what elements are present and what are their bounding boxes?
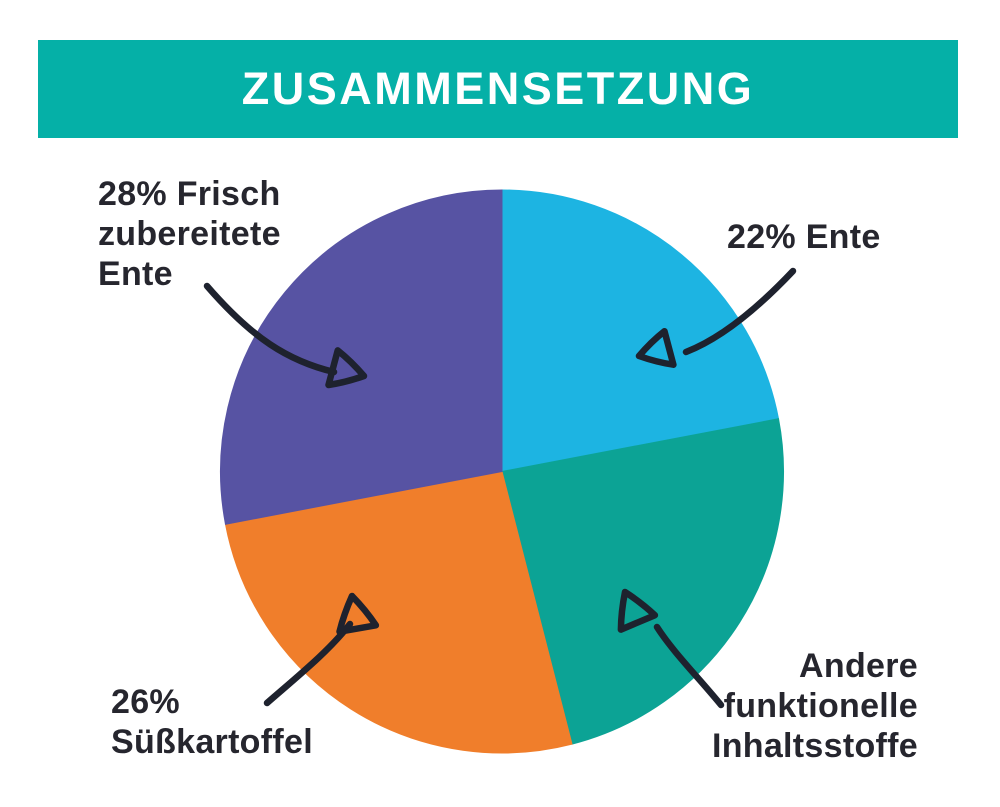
arrow-andere-funktionelle-inhaltsstoffe-head: [617, 588, 659, 633]
arrow-ente: [635, 267, 797, 368]
page-title: ZUSAMMENSETZUNG: [241, 63, 755, 114]
arrow-frisch-zubereitete-ente: [203, 282, 368, 389]
pie-slice-andere-inhaltsstoffe: [501, 418, 784, 745]
arrow-suesskartoffel: [263, 592, 380, 707]
arrow-ente-tail: [682, 267, 797, 356]
arrow-frisch-zubereitete-ente-tail: [203, 282, 338, 376]
pie-slice-ente: [501, 189, 780, 473]
arrow-ente-head: [635, 327, 677, 368]
arrow-frisch-zubereitete-ente-head: [325, 347, 368, 389]
arrow-andere-funktionelle-inhaltsstoffe-tail: [653, 623, 725, 709]
label-andere-funktionelle-inhaltsstoffe: Andere funktionelle Inhaltsstoffe: [711, 647, 918, 765]
label-ente: 22% Ente: [727, 218, 881, 256]
pie-slice-suesskartoffel: [224, 470, 573, 754]
arrow-suesskartoffel-head: [336, 592, 380, 635]
label-suesskartoffel: 26% Süßkartoffel: [111, 683, 313, 761]
label-frisch-zubereitete-ente: 28% Frisch zubereitete Ente: [98, 175, 281, 293]
pie-slice-frisch-zubereitete-ente: [220, 189, 503, 525]
arrow-andere-funktionelle-inhaltsstoffe: [617, 588, 725, 709]
title-banner: ZUSAMMENSETZUNG: [38, 40, 958, 138]
